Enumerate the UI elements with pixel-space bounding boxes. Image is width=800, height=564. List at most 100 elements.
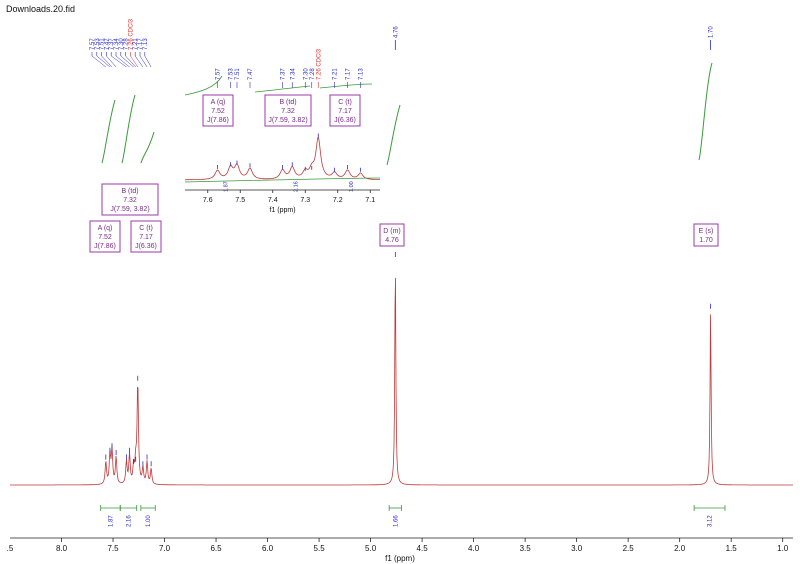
peak-label: 7.57	[90, 38, 96, 50]
peak-label: 7.47	[104, 38, 110, 50]
integral-value: 1.66	[393, 515, 399, 527]
multiplet-box-frame	[130, 220, 162, 253]
integral-curve	[101, 99, 116, 164]
multiplet-text: A (q)	[211, 99, 226, 106]
peak-label-connector	[96, 55, 111, 68]
inset-x-tick-label: 7.3	[300, 197, 310, 204]
multiplet-text: J(6.36)	[334, 117, 356, 124]
peak-label: 7.17	[138, 38, 144, 50]
peak-label: 7.37	[109, 38, 115, 50]
x-tick-label: 3.0	[571, 544, 583, 553]
x-tick-label: 6.5	[210, 544, 222, 553]
multiplet-text: J(7.86)	[207, 117, 229, 124]
multiplet-text: C (t)	[338, 99, 352, 106]
x-tick-label: 5.5	[314, 544, 326, 553]
x-axis-title: f1 (ppm)	[385, 554, 415, 563]
multiplet-text: J(7.86)	[94, 243, 116, 250]
peak-label: 7.51	[100, 38, 106, 50]
multiplet-box: A (q) 7.52 J(7.86)	[202, 94, 234, 127]
x-tick-label: 8.0	[56, 544, 68, 553]
inset-integral-curve	[319, 83, 373, 89]
inset-x-tick-label: 7.1	[365, 197, 375, 204]
multiplet-box-frame	[329, 94, 361, 127]
inset-peak-label: 7.47	[248, 68, 254, 80]
multiplet-text: 1.70	[699, 237, 713, 244]
peak-label-connector	[120, 55, 134, 68]
peak-label-connector	[106, 55, 117, 68]
spectrum-trace	[10, 252, 793, 486]
multiplet-text: 7.52	[98, 234, 112, 241]
peak-label: 1.70	[709, 26, 715, 38]
peak-labels: 7.577.537.517.477.377.347.307.287.26 CDC…	[90, 18, 715, 68]
multiplet-boxes: B (td) 7.32 J(7.59, 3.82) A (q) 7.52 J(7.86) C…	[89, 183, 719, 253]
inset-integral-curve	[184, 75, 223, 96]
integral-curves	[101, 62, 713, 166]
x-tick-label: 4.5	[417, 544, 429, 553]
inset-x-tick-label: 7.2	[333, 197, 343, 204]
peak-label-connector	[91, 55, 106, 68]
x-tick-label: 2.5	[623, 544, 635, 553]
peak-label: 7.26 CDCl3	[128, 18, 134, 50]
inset-integral-value: 2.16	[294, 181, 300, 192]
multiplet-text: D (m)	[383, 228, 401, 235]
peak-label-connector	[130, 55, 138, 68]
x-tick-label: 7.5	[107, 544, 119, 553]
multiplet-box-frame	[379, 223, 405, 247]
multiplet-text: 7.17	[139, 234, 153, 241]
multiplet-text: B (td)	[121, 188, 138, 195]
inset-zoom: 7.57 7.53 7.51 7.47 7.37 7.34 7.30 7.28 7.26 CDC…	[184, 48, 381, 214]
peak-label: 7.53	[95, 38, 101, 50]
inset-x-tick-label: 7.6	[203, 197, 213, 204]
inset-peak-label: 7.51	[235, 68, 241, 80]
multiplet-box-frame	[693, 223, 719, 247]
multiplet-text: J(7.59, 3.82)	[110, 206, 149, 213]
multiplet-text: 7.32	[123, 197, 137, 204]
multiplet-box: C (t) 7.17 J(6.36)	[329, 94, 361, 127]
multiplet-box: C (t) 7.17 J(6.36)	[130, 220, 162, 253]
inset-peak-label: 7.34	[290, 68, 296, 80]
x-axis: 8.0 7.5 7.0 6.5 6.0 5.5 5.0 4.5 4.0 3.5 3.0 2.5 2.0 1…	[7, 537, 793, 563]
x-tick-label: 3.5	[520, 544, 532, 553]
inset-peak-label: 7.21	[333, 68, 339, 80]
multiplet-text: A (q)	[98, 225, 113, 232]
peak-label-connector	[101, 55, 113, 68]
integral-curve	[386, 104, 401, 166]
inset-integral-value: 1.87	[224, 181, 230, 192]
integral-value: 3.12	[708, 515, 714, 527]
x-tick-label: 6.0	[262, 544, 274, 553]
integral-curve	[121, 94, 136, 164]
inset-peak-label: 7.28	[310, 68, 316, 80]
multiplet-text: 7.17	[338, 108, 352, 115]
inset-peak-label: 7.37	[281, 68, 287, 80]
inset-peak-label: 7.57	[216, 68, 222, 80]
multiplet-box-frame	[264, 94, 312, 127]
x-tick-label: 2.0	[674, 544, 686, 553]
x-tick-label: 5.0	[365, 544, 377, 553]
multiplet-text: 4.76	[385, 237, 399, 244]
integral-value: 1.00	[146, 515, 152, 527]
inset-peak-label: 7.26 CDCl3	[316, 48, 322, 80]
multiplet-box: D (m) 4.76	[379, 223, 405, 247]
multiplet-text: E (s)	[699, 228, 714, 235]
inset-x-tick-label: 7.5	[235, 197, 245, 204]
peak-label-connector	[115, 55, 130, 68]
multiplet-text: J(7.59, 3.82)	[268, 117, 307, 124]
peak-label: 4.76	[393, 26, 399, 38]
multiplet-box: B (td) 7.32 J(7.59, 3.82)	[101, 183, 159, 216]
x-tick-label-partial: .5	[7, 544, 14, 553]
multiplet-text: 7.52	[211, 108, 225, 115]
multiplet-box-frame	[101, 183, 159, 216]
peak-label: 7.21	[133, 38, 139, 50]
inset-x-tick-label: 7.4	[268, 197, 278, 204]
inset-peak-label: 7.13	[359, 68, 365, 80]
spectrum-line	[10, 277, 793, 486]
multiplet-box-frame	[202, 94, 234, 127]
peak-label: 7.28	[124, 38, 130, 50]
multiplet-text: 7.32	[281, 108, 295, 115]
peak-label-connector	[144, 55, 152, 68]
integral-value: 1.87	[108, 515, 114, 527]
multiplet-box: E (s) 1.70	[693, 223, 719, 247]
inset-peak-label: 7.17	[346, 68, 352, 80]
document-title: Downloads.20.fid	[6, 4, 76, 14]
peak-label-connector	[125, 55, 136, 68]
